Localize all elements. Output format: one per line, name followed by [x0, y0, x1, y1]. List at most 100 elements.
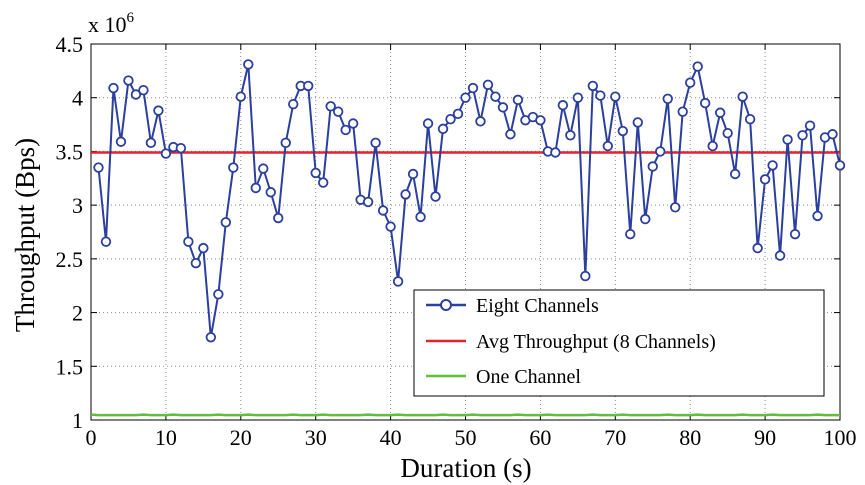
data-point-eight-channels [834, 160, 846, 171]
y-tick-label: 2.5 [56, 247, 84, 272]
data-point-eight-channels [535, 115, 546, 126]
data-point-eight-channels [303, 80, 314, 92]
data-point-eight-channels [400, 189, 411, 200]
data-point-eight-channels [437, 123, 449, 135]
data-point-eight-channels [797, 130, 808, 141]
data-point-eight-channels [512, 94, 524, 106]
data-point-eight-channels [617, 125, 628, 137]
x-tick-label: 0 [86, 425, 97, 450]
data-point-eight-channels [714, 107, 726, 118]
x-tick-label: 100 [824, 425, 857, 450]
data-point-eight-channels [430, 191, 441, 202]
data-point-eight-channels [198, 242, 209, 254]
data-point-eight-channels [392, 276, 404, 287]
data-point-eight-channels [482, 79, 494, 91]
x-tick-label: 80 [679, 425, 701, 450]
data-point-eight-channels [789, 228, 801, 240]
y-multiplier-base: x 10 [88, 12, 127, 37]
legend-box [413, 289, 825, 397]
data-point-eight-channels [288, 98, 299, 110]
data-point-eight-channels [100, 236, 112, 247]
data-point-eight-channels [752, 242, 763, 254]
data-point-eight-channels [220, 217, 232, 228]
data-point-eight-channels [722, 127, 733, 139]
x-tick-label: 50 [455, 425, 477, 450]
data-point-eight-channels [213, 289, 224, 300]
data-point-eight-channels [602, 140, 614, 152]
data-point-eight-channels [235, 91, 247, 102]
data-point-eight-channels [130, 89, 142, 100]
data-point-eight-channels [445, 113, 456, 125]
data-point-eight-channels [475, 116, 486, 127]
data-point-eight-channels [452, 108, 464, 120]
data-point-eight-channels [610, 91, 621, 102]
data-point-eight-channels [228, 162, 239, 173]
y-tick-label: 3 [72, 193, 83, 218]
data-point-eight-channels [505, 129, 516, 140]
series-line-one-channel [90, 413, 840, 417]
x-tick-label: 40 [380, 425, 402, 450]
data-point-eight-channels [662, 93, 673, 104]
legend-item-avg-throughput: Avg Throughput (8 Channels) [426, 331, 716, 353]
data-point-eight-channels [115, 136, 127, 147]
data-point-eight-channels [550, 147, 561, 158]
data-point-eight-channels [655, 146, 666, 157]
data-point-eight-channels [565, 130, 576, 141]
y-tick-label: 4.5 [56, 32, 84, 57]
data-point-eight-channels [677, 106, 688, 117]
data-point-eight-channels [123, 75, 134, 86]
data-point-eight-channels [407, 168, 419, 180]
y-tick-label: 1.5 [56, 354, 84, 379]
y-multiplier-exponent: 6 [127, 10, 135, 26]
data-point-eight-channels [767, 160, 778, 171]
data-point-eight-channels [258, 163, 269, 174]
data-point-eight-channels [160, 148, 172, 159]
data-point-eight-channels [108, 82, 119, 94]
data-point-eight-channels [415, 211, 426, 223]
legend: Eight Channels Avg Throughput (8 Channel… [413, 289, 825, 397]
data-point-eight-channels [265, 187, 276, 198]
data-point-eight-channels [595, 90, 606, 101]
data-point-eight-channels [685, 77, 696, 88]
data-point-eight-channels [145, 137, 157, 149]
data-point-eight-channels [183, 236, 194, 247]
data-point-eight-channels [422, 118, 434, 129]
data-point-eight-channels [153, 105, 164, 116]
data-point-eight-channels [744, 113, 756, 125]
data-point-eight-channels [460, 92, 471, 103]
data-point-eight-channels [670, 202, 681, 213]
data-point-eight-channels [273, 212, 284, 224]
data-point-eight-channels [587, 80, 599, 92]
data-point-eight-channels [205, 332, 217, 343]
data-point-eight-channels [572, 92, 584, 103]
legend-label-eight-channels: Eight Channels [476, 295, 599, 317]
data-point-eight-channels [325, 101, 336, 112]
data-point-eight-channels [640, 213, 651, 225]
data-point-eight-channels [340, 124, 351, 136]
data-point-eight-channels [580, 270, 591, 282]
x-tick-label: 30 [305, 425, 327, 450]
data-point-eight-channels [347, 118, 359, 129]
x-axis-title: Duration (s) [400, 453, 531, 483]
data-point-eight-channels [317, 177, 329, 188]
data-point-eight-channels [385, 221, 396, 232]
series-line-eight-channels [97, 63, 841, 339]
data-point-eight-channels [467, 82, 479, 94]
legend-label-avg-throughput: Avg Throughput (8 Channels) [476, 331, 716, 353]
x-tick-label: 60 [529, 425, 551, 450]
legend-item-eight-channels: Eight Channels [426, 295, 599, 317]
y-tick-label: 2 [72, 301, 83, 326]
data-point-eight-channels [243, 59, 254, 70]
legend-marker-eight-channels [440, 299, 452, 311]
data-point-eight-channels [370, 137, 381, 149]
y-tick-label: 3.5 [56, 139, 84, 164]
data-point-eight-channels [812, 210, 823, 222]
data-point-eight-channels [692, 61, 703, 72]
data-point-eight-channels [804, 120, 816, 131]
x-tick-label: 70 [604, 425, 626, 450]
data-point-eight-channels [190, 257, 202, 269]
data-point-eight-channels [782, 134, 793, 145]
y-multiplier: x 106 [88, 10, 135, 37]
data-point-eight-channels [557, 100, 569, 111]
